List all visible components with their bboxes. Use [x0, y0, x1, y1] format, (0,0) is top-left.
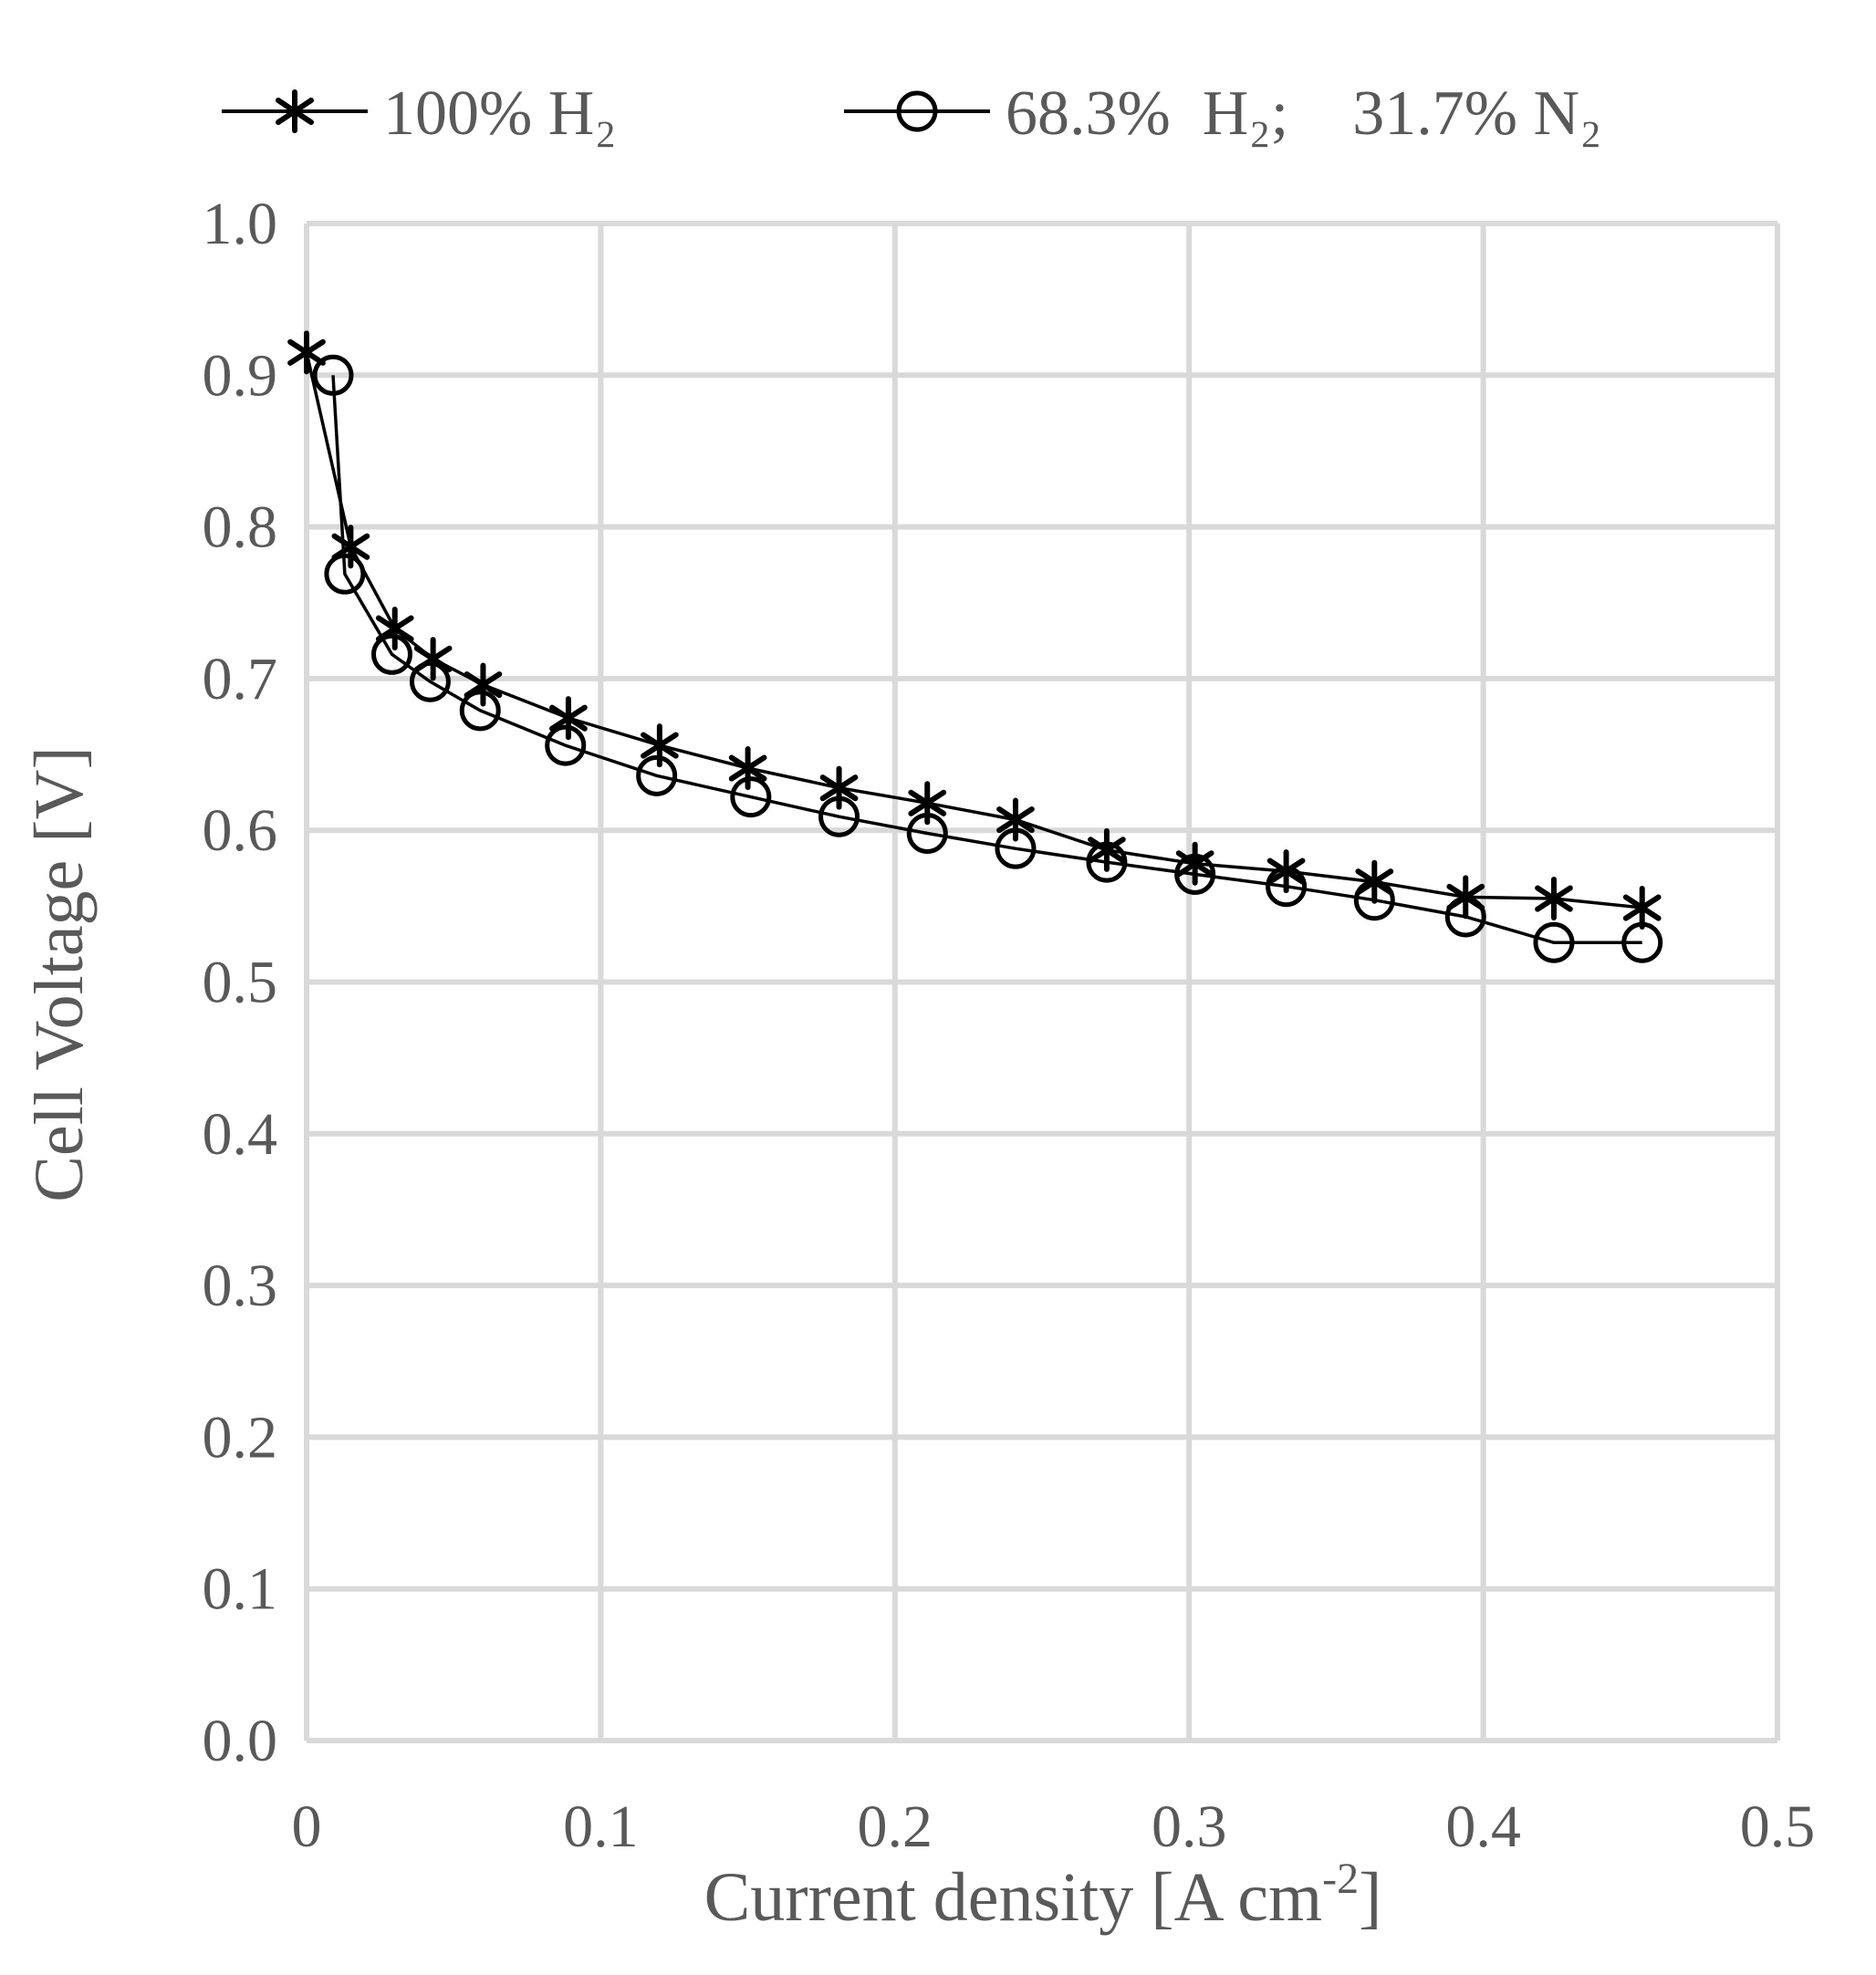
data-point-series-2: [1174, 853, 1216, 895]
star-stroke: [1622, 894, 1662, 921]
y-tick-label: 0.2: [203, 1404, 278, 1471]
y-tick-label: 0.8: [203, 494, 278, 561]
legend-marker-star: [276, 89, 314, 133]
star-stroke: [331, 533, 370, 560]
data-point-series-1: [331, 525, 370, 569]
data-point-series-2: [995, 827, 1037, 869]
x-tick-label: 0.5: [1740, 1793, 1816, 1860]
star-stroke: [549, 704, 588, 732]
star-stroke: [819, 774, 859, 802]
star-stroke: [1088, 837, 1126, 864]
y-axis-ticks: 0.0 0.1 0.2 0.3 0.4 0.5 0.6 0.7 0.8 0.9 1.0: [203, 191, 278, 1774]
data-point-series-2: [1353, 879, 1395, 921]
data-point-series-2: [1444, 896, 1486, 938]
legend-label-series-2: 68.3% H₂; 31.7% N₂: [1006, 78, 1601, 149]
x-tick-label: 0: [292, 1793, 322, 1860]
data-point-series-2: [312, 354, 354, 396]
gridlines: [304, 221, 1780, 1743]
data-point-series-2: [1266, 866, 1308, 908]
x-tick-label: 0.2: [858, 1793, 933, 1860]
star-stroke: [908, 789, 947, 816]
star-stroke: [1266, 858, 1306, 885]
data-point-series-2: [370, 633, 412, 675]
data-point-series-2: [818, 795, 860, 837]
y-tick-label: 0.4: [203, 1101, 278, 1168]
data-point-series-2: [409, 660, 451, 702]
y-axis-title: Cell Voltage [V]: [21, 746, 98, 1202]
y-tick-label: 0.0: [203, 1708, 278, 1774]
series-line-1: [305, 352, 1642, 910]
y-tick-label: 0.5: [203, 950, 278, 1016]
star-stroke: [287, 338, 326, 366]
data-point-series-2: [1533, 921, 1575, 963]
y-tick-label: 0.1: [203, 1556, 278, 1623]
data-point-series-2: [324, 553, 366, 595]
y-tick-label: 0.3: [203, 1253, 278, 1319]
y-tick-label: 0.7: [203, 646, 278, 712]
x-axis-title-main: Current density [A cm: [704, 1859, 1323, 1936]
data-point-series-2: [906, 813, 948, 855]
star-stroke: [728, 754, 767, 782]
star-stroke: [996, 806, 1035, 834]
data-point-series-1: [1535, 877, 1573, 921]
x-axis-title-end: ]: [1359, 1859, 1381, 1936]
data-point-series-1: [1175, 841, 1214, 886]
data-point-series-2: [1621, 921, 1663, 963]
data-point-series-1: [287, 330, 326, 375]
y-tick-label: 0.9: [203, 342, 278, 409]
x-tick-label: 0.3: [1152, 1793, 1227, 1860]
legend-marker-circle: [896, 90, 938, 132]
data-point-series-2: [545, 724, 587, 766]
data-point-series-1: [1266, 849, 1306, 894]
series-layer: [287, 330, 1663, 963]
star-stroke: [276, 98, 314, 125]
y-tick-label: 1.0: [203, 191, 278, 257]
data-point-series-1: [549, 696, 588, 741]
legend-label-series-1: 100% H₂: [383, 78, 617, 149]
y-tick-label: 0.6: [203, 797, 278, 864]
data-point-series-1: [1622, 886, 1662, 930]
x-axis-ticks: 0 0.1 0.2 0.3 0.4 0.5: [292, 1793, 1816, 1860]
data-point-series-2: [730, 776, 772, 818]
x-axis-title: Current density [A cm-2]: [704, 1855, 1382, 1936]
legend: 100% H₂ 68.3% H₂; 31.7% N₂: [222, 78, 1601, 149]
data-point-series-2: [459, 690, 501, 732]
star-stroke: [641, 732, 679, 759]
data-point-series-2: [1086, 841, 1128, 883]
x-tick-label: 0.4: [1445, 1793, 1521, 1860]
x-axis-title-superscript: -2: [1322, 1855, 1359, 1903]
star-stroke: [1175, 850, 1214, 878]
series-line-2: [331, 375, 1642, 945]
star-stroke: [1535, 885, 1573, 912]
data-point-series-2: [636, 754, 678, 796]
legend-item-series-2: 68.3% H₂; 31.7% N₂: [844, 78, 1601, 149]
legend-item-series-1: 100% H₂: [222, 78, 617, 149]
x-tick-label: 0.1: [563, 1793, 639, 1860]
